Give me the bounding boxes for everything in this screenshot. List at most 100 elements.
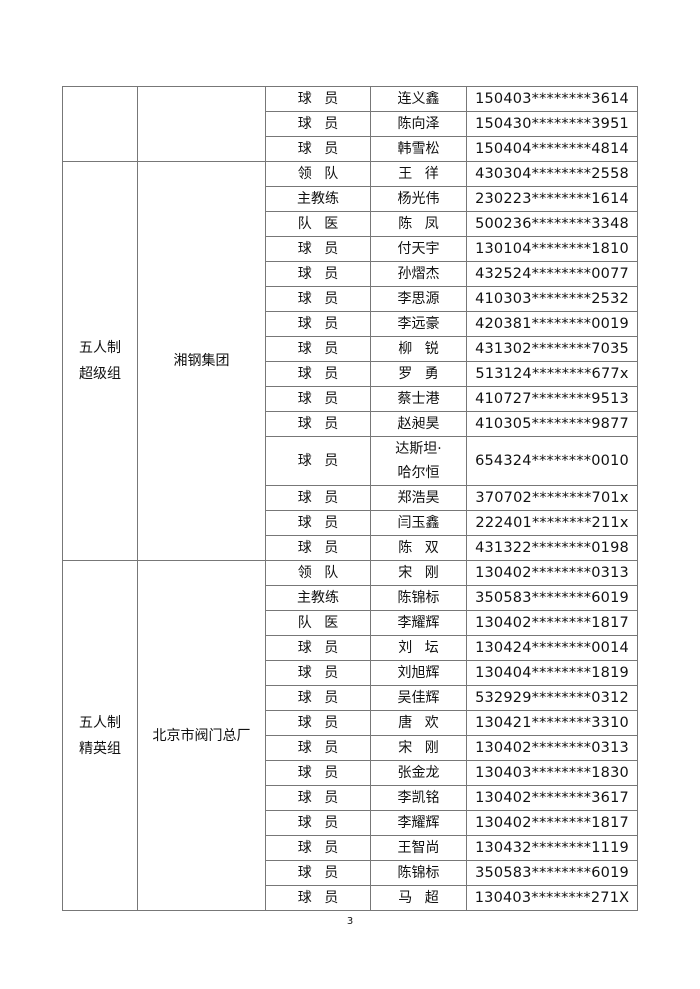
table-row: 球员 王智尚 130432********1119 (63, 835, 638, 861)
table-row: 球员 闫玉鑫 222401********211x (63, 510, 638, 536)
table-row: 队医 李耀辉 130402********1817 (63, 610, 638, 636)
id-cell: 431322********0198 (466, 535, 638, 561)
id-cell: 410303********2532 (466, 286, 638, 312)
role-cell: 球员 (265, 760, 371, 786)
role-cell: 球员 (265, 436, 371, 486)
id-cell: 420381********0019 (466, 311, 638, 337)
role-cell: 球员 (265, 386, 371, 412)
id-cell: 130402********1817 (466, 610, 638, 636)
id-cell: 230223********1614 (466, 186, 638, 212)
name-cell: 吴佳辉 (370, 685, 467, 711)
role-cell: 球员 (265, 485, 371, 511)
table-row: 球员 罗勇 513124********677x (63, 361, 638, 387)
id-cell: 130403********1830 (466, 760, 638, 786)
unit-cell: 北京市阀门总厂 (137, 560, 266, 911)
table-row: 球员 马超 130403********271X (63, 885, 638, 911)
unit-cell (137, 86, 266, 162)
table-row: 球员 陈双 431322********0198 (63, 535, 638, 561)
name-cell: 刘坛 (370, 635, 467, 661)
role-cell: 领队 (265, 161, 371, 187)
id-cell: 130424********0014 (466, 635, 638, 661)
role-cell: 球员 (265, 361, 371, 387)
role-cell: 球员 (265, 336, 371, 362)
unit-cell: 湘钢集团 (137, 161, 266, 561)
table-row: 主教练 杨光伟 230223********1614 (63, 186, 638, 212)
role-cell: 球员 (265, 785, 371, 811)
role-cell: 球员 (265, 86, 371, 112)
category-cell: 五人制 精英组 (62, 560, 138, 911)
table-row: 球员 刘旭辉 130404********1819 (63, 660, 638, 686)
table-row: 五人制 精英组 北京市阀门总厂 领队 宋刚 130402********0313 (62, 560, 638, 911)
name-cell: 陈凤 (370, 211, 467, 237)
table-row: 球员 唐欢 130421********3310 (63, 710, 638, 736)
table-row: 五人制 超级组 湘钢集团 领队 王徉 430304********2558 (62, 161, 638, 561)
id-cell: 370702********701x (466, 485, 638, 511)
name-cell: 唐欢 (370, 710, 467, 736)
role-cell: 主教练 (265, 585, 371, 611)
name-cell: 张金龙 (370, 760, 467, 786)
table-row: 球员 张金龙 130403********1830 (63, 760, 638, 786)
table-row: 主教练 陈锦标 350583********6019 (63, 585, 638, 611)
id-cell: 130402********1817 (466, 810, 638, 836)
id-cell: 130421********3310 (466, 710, 638, 736)
id-cell: 222401********211x (466, 510, 638, 536)
id-cell: 513124********677x (466, 361, 638, 387)
role-cell: 球员 (265, 510, 371, 536)
id-cell: 130403********271X (466, 885, 638, 911)
id-cell: 500236********3348 (466, 211, 638, 237)
role-cell: 球员 (265, 660, 371, 686)
role-cell: 队医 (265, 211, 371, 237)
name-cell: 孙熠杰 (370, 261, 467, 287)
name-cell: 郑浩昊 (370, 485, 467, 511)
name-cell: 闫玉鑫 (370, 510, 467, 536)
category-cell: 五人制 超级组 (62, 161, 138, 561)
role-cell: 球员 (265, 236, 371, 262)
table-row: 球员 陈锦标 350583********6019 (63, 860, 638, 886)
name-cell: 付天宇 (370, 236, 467, 262)
table-row: 球员 蔡士港 410727********9513 (63, 386, 638, 412)
name-cell: 连义鑫 (370, 86, 467, 112)
role-cell: 球员 (265, 885, 371, 911)
id-cell: 654324********0010 (466, 436, 638, 486)
table-row: 球员 陈向泽 150430********3951 (63, 111, 638, 137)
id-cell: 410727********9513 (466, 386, 638, 412)
role-cell: 领队 (265, 560, 371, 586)
table-row: 球员 柳锐 431302********7035 (63, 336, 638, 362)
id-cell: 350583********6019 (466, 585, 638, 611)
id-cell: 130432********1119 (466, 835, 638, 861)
table-row: 队医 陈凤 500236********3348 (63, 211, 638, 237)
name-cell: 韩雪松 (370, 136, 467, 162)
role-cell: 主教练 (265, 186, 371, 212)
role-cell: 球员 (265, 810, 371, 836)
name-cell: 马超 (370, 885, 467, 911)
page-number: 3 (346, 916, 354, 927)
role-cell: 球员 (265, 860, 371, 886)
name-cell: 柳锐 (370, 336, 467, 362)
name-cell: 李耀辉 (370, 810, 467, 836)
id-cell: 432524********0077 (466, 261, 638, 287)
id-cell: 410305********9877 (466, 411, 638, 437)
id-cell: 130402********3617 (466, 785, 638, 811)
name-cell: 杨光伟 (370, 186, 467, 212)
role-cell: 球员 (265, 136, 371, 162)
role-cell: 球员 (265, 735, 371, 761)
name-cell: 李思源 (370, 286, 467, 312)
id-cell: 350583********6019 (466, 860, 638, 886)
table-row: 球员 李思源 410303********2532 (63, 286, 638, 312)
name-cell: 王徉 (370, 161, 467, 187)
table-row: 球员 郑浩昊 370702********701x (63, 485, 638, 511)
category-cell (62, 86, 138, 162)
name-cell: 刘旭辉 (370, 660, 467, 686)
table-row: 球员 李远豪 420381********0019 (63, 311, 638, 337)
name-cell: 李远豪 (370, 311, 467, 337)
role-cell: 球员 (265, 710, 371, 736)
role-cell: 球员 (265, 311, 371, 337)
id-cell: 430304********2558 (466, 161, 638, 187)
role-cell: 球员 (265, 685, 371, 711)
name-cell: 陈锦标 (370, 860, 467, 886)
roster-table: 球员 连义鑫 150403********3614 球员 陈向泽 150430******… (62, 86, 638, 911)
name-cell: 陈向泽 (370, 111, 467, 137)
id-cell: 130104********1810 (466, 236, 638, 262)
table-row: 球员 李耀辉 130402********1817 (63, 810, 638, 836)
role-cell: 球员 (265, 635, 371, 661)
